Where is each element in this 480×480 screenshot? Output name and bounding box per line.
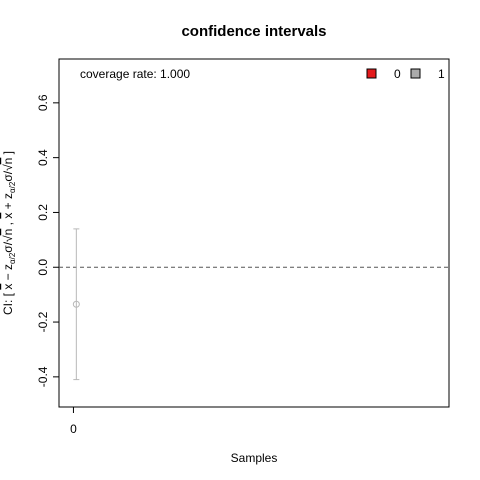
ylabel-xbar-2: x xyxy=(1,213,15,219)
y-tick-label: 0.0 xyxy=(36,259,50,276)
ylabel-n-1: n xyxy=(1,229,15,236)
estimate-point xyxy=(72,300,80,308)
plot-frame xyxy=(58,58,450,408)
chart-title: confidence intervals xyxy=(181,23,326,40)
ylabel-xbar-1: x xyxy=(1,284,15,290)
legend-swatch xyxy=(366,68,377,79)
legend-swatch xyxy=(410,68,421,79)
y-tick-label: 0.2 xyxy=(36,204,50,221)
y-axis: -0.4 -0.2 0.0 0.2 0.4 0.6 xyxy=(36,94,60,387)
ylabel-sub-2: α/2 xyxy=(8,181,17,193)
legend-label: 0 xyxy=(394,67,401,81)
ylabel-plus-z: + z xyxy=(1,193,15,213)
ylabel-n-2: n xyxy=(1,158,15,165)
interval-marks xyxy=(72,228,80,381)
coverage-rate-label: coverage rate: 1.000 xyxy=(80,67,190,81)
x-axis: 0 xyxy=(70,407,77,436)
ylabel-suffix: ] xyxy=(1,151,15,158)
legend-label: 1 xyxy=(438,67,445,81)
y-tick-label: -0.4 xyxy=(36,366,50,387)
ylabel-prefix: CI: [ xyxy=(1,290,15,315)
y-tick-label: 0.6 xyxy=(36,94,50,111)
ylabel-sigma-2: σ/√ xyxy=(1,164,15,182)
ylabel-sub-1: α/2 xyxy=(8,252,17,264)
y-tick-label: -0.2 xyxy=(36,311,50,332)
x-axis-title: Samples xyxy=(231,451,278,465)
x-tick-label: 0 xyxy=(70,422,77,436)
y-tick-label: 0.4 xyxy=(36,149,50,166)
ylabel-minus-z: − z xyxy=(1,264,15,284)
ylabel-comma: , xyxy=(1,219,15,229)
ylabel-sigma-1: σ/√ xyxy=(1,235,15,253)
y-axis-title: CI: [ x − zα/2σ/√n , x + zα/2σ/√n ] xyxy=(1,151,17,315)
